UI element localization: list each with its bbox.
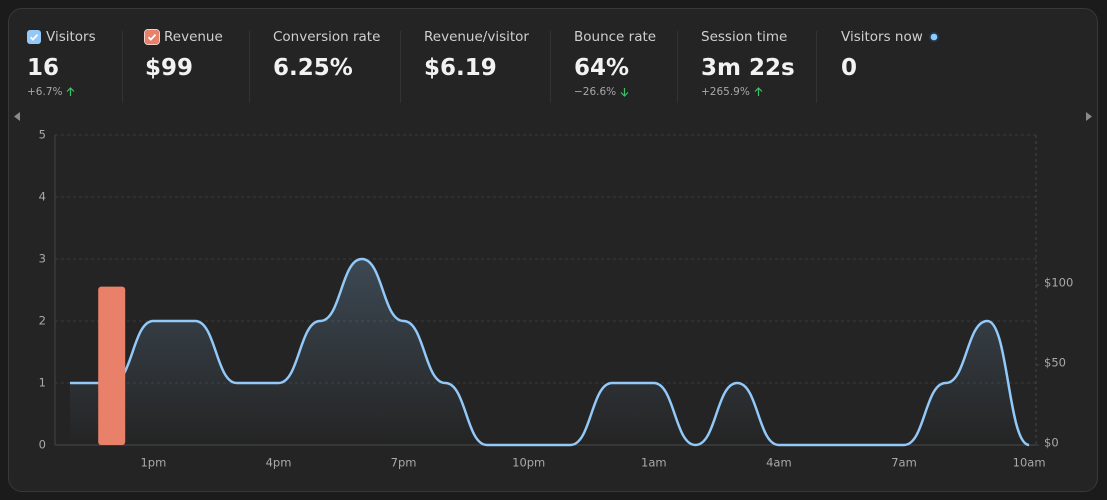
x-tick-label: 7am — [891, 456, 917, 470]
stat-change: +265.9% — [701, 86, 750, 98]
x-tick-label: 10am — [1013, 456, 1046, 470]
stat-label: Revenue/visitor — [424, 29, 529, 45]
scroll-right[interactable] — [1086, 112, 1092, 121]
y-tick-label: 3 — [39, 252, 46, 266]
visitors-area — [70, 259, 1030, 445]
separator — [249, 31, 250, 103]
y-tick-label: 2 — [39, 314, 46, 328]
checkbox[interactable] — [27, 30, 41, 44]
separator — [400, 31, 401, 103]
stat-value: 6.25% — [273, 55, 353, 81]
stat-value: 64% — [574, 55, 630, 81]
x-tick-label: 10pm — [512, 456, 545, 470]
stat-visitors-now: Visitors now 0 — [841, 27, 940, 107]
y-tick-label: 0 — [39, 438, 46, 452]
y-tick-label: 5 — [39, 128, 46, 142]
y2-tick-label: $0 — [1044, 436, 1059, 450]
y-tick-label: 4 — [39, 190, 46, 204]
stat-session: Session time 3m 22s +265.9% — [701, 27, 795, 107]
y2-tick-label: $100 — [1044, 276, 1073, 290]
scroll-left[interactable] — [14, 112, 20, 121]
revenue-bar — [98, 286, 126, 445]
x-tick-label: 1am — [641, 456, 667, 470]
up-arrow — [754, 87, 763, 96]
down-arrow — [620, 88, 629, 97]
x-tick-label: 4pm — [266, 456, 292, 470]
stat-change: −26.6% — [574, 86, 617, 98]
stat-value: 3m 22s — [701, 55, 795, 81]
stat-label: Conversion rate — [273, 29, 381, 45]
live-dot — [928, 32, 939, 42]
stat-label: Session time — [701, 29, 788, 45]
up-arrow — [67, 87, 75, 96]
x-tick-label: 7pm — [391, 456, 417, 470]
stat-value: 16 — [27, 55, 60, 81]
stat-label: Visitors now — [841, 29, 923, 45]
stat-revenue-visitor: Revenue/visitor $6.19 — [424, 27, 529, 107]
y-tick-label: 1 — [39, 376, 46, 390]
y2-tick-label: $50 — [1044, 356, 1066, 370]
stat-value: $99 — [145, 55, 194, 81]
x-tick-label: 4am — [766, 456, 792, 470]
stat-label: Revenue — [164, 29, 223, 45]
visitors-line — [70, 257, 1030, 447]
stat-conversion: Conversion rate 6.25% — [273, 27, 380, 107]
separator — [816, 31, 817, 103]
x-tick-label: 1pm — [140, 456, 166, 470]
separator — [677, 31, 678, 103]
stat-label: Visitors — [46, 29, 96, 45]
stat-label: Bounce rate — [574, 29, 657, 45]
separator — [550, 31, 551, 103]
checkbox[interactable] — [144, 29, 160, 45]
stat-value: 0 — [841, 55, 858, 81]
separator — [122, 31, 123, 103]
stat-visitors[interactable]: Visitors 16 +6.7% — [27, 27, 96, 107]
stat-change: +6.7% — [27, 86, 63, 98]
stat-value: $6.19 — [424, 55, 497, 81]
stat-bounce: Bounce rate 64% −26.6% — [574, 27, 656, 107]
stat-revenue[interactable]: Revenue $99 — [144, 27, 223, 107]
